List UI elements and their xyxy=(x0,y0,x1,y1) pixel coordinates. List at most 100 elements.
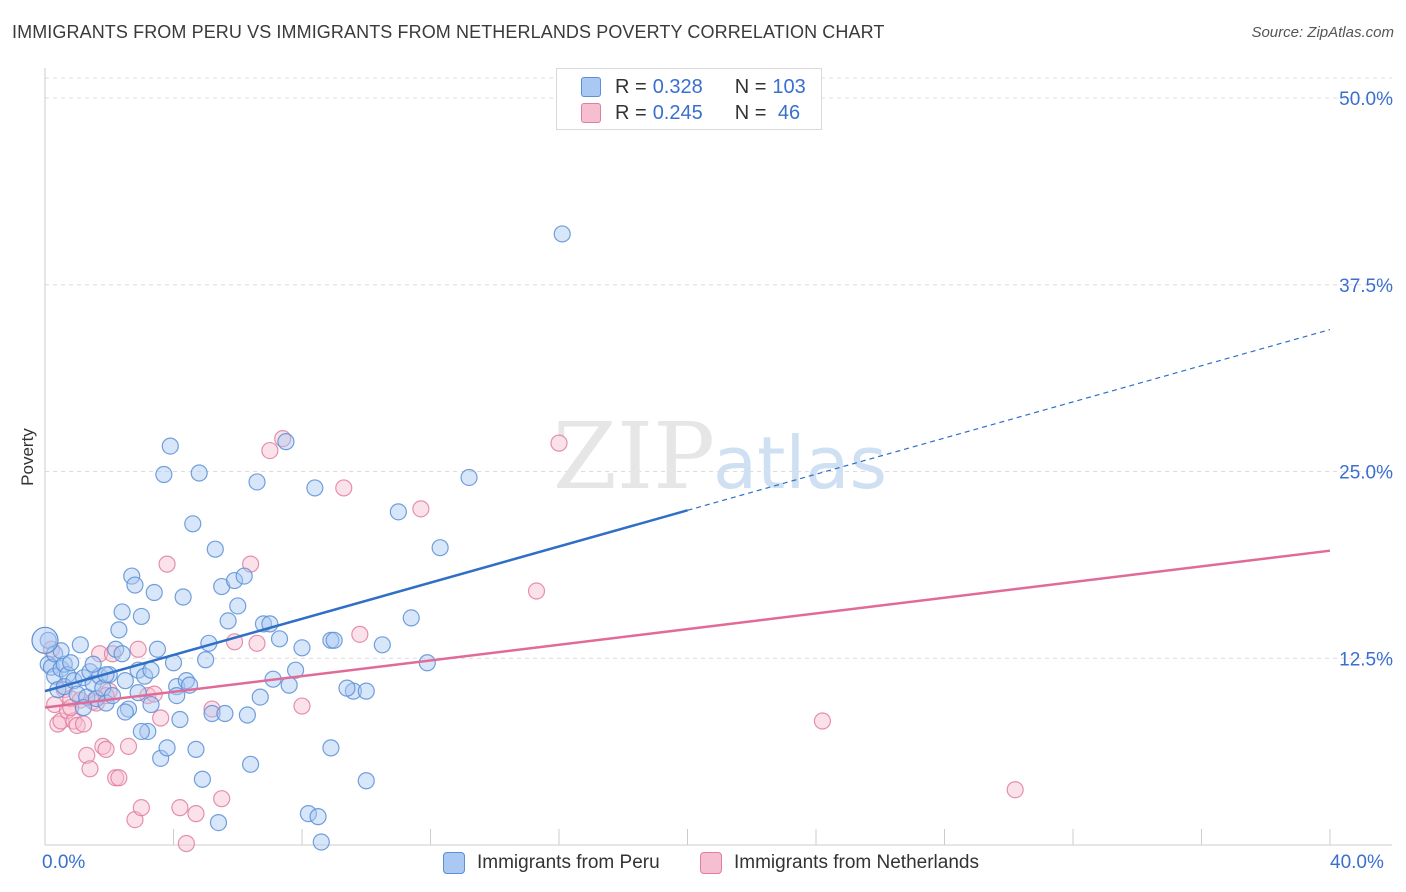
n-value: 103 xyxy=(772,75,806,98)
netherlands-point-3 xyxy=(52,712,70,730)
netherlands-point-47 xyxy=(1006,781,1024,799)
trend-line-peru xyxy=(44,509,688,693)
peru-point-77 xyxy=(312,833,330,851)
peru-point-75 xyxy=(306,479,324,497)
peru-point-82 xyxy=(357,682,375,700)
peru-point-93 xyxy=(116,703,134,721)
peru-point-80 xyxy=(325,631,343,649)
netherlands-point-43 xyxy=(412,500,430,518)
netherlands-point-16 xyxy=(94,737,112,755)
netherlands-point-24 xyxy=(129,640,147,658)
peru-point-83 xyxy=(338,679,356,697)
peru-point-39 xyxy=(155,465,173,484)
peru-point-28 xyxy=(119,700,138,718)
netherlands-point-33 xyxy=(203,700,221,718)
peru-swatch-icon xyxy=(581,77,601,97)
axis-layer xyxy=(44,68,1392,846)
peru-point-45 xyxy=(174,588,192,606)
source-label: Source: ZipAtlas.com xyxy=(1251,24,1394,41)
peru-point-84 xyxy=(357,772,375,790)
peru-point-85 xyxy=(373,636,391,654)
legend-item-netherlands[interactable]: Immigrants from Netherlands xyxy=(700,852,979,874)
peru-point-73 xyxy=(293,639,311,657)
peru-point-34 xyxy=(139,722,157,741)
peru-point-101 xyxy=(142,661,160,679)
legend-item-peru[interactable]: Immigrants from Peru xyxy=(443,852,660,874)
netherlands-point-28 xyxy=(152,709,170,727)
peru-point-59 xyxy=(219,612,237,630)
netherlands-point-12 xyxy=(81,760,99,778)
netherlands-point-21 xyxy=(110,769,128,787)
peru-point-90 xyxy=(460,468,478,487)
r-value: 0.245 xyxy=(652,101,703,124)
peru-point-10 xyxy=(62,654,80,672)
r-label: R = xyxy=(615,101,647,124)
netherlands-point-40 xyxy=(293,697,311,715)
peru-point-27 xyxy=(116,672,134,690)
y-tick-labels: 12.5% 25.0% 37.5% 50.0% xyxy=(1339,89,1393,670)
netherlands-point-31 xyxy=(177,834,195,853)
netherlands-point-32 xyxy=(187,805,205,823)
peru-point-26 xyxy=(113,603,131,621)
peru-point-29 xyxy=(123,567,141,585)
peru-legend-swatch-icon xyxy=(443,852,465,874)
peru-point-55 xyxy=(206,540,224,558)
netherlands-point-22 xyxy=(119,737,138,755)
peru-point-99 xyxy=(129,684,147,702)
peru-point-89 xyxy=(431,539,449,557)
peru-point-91 xyxy=(553,225,571,243)
legend-label-peru: Immigrants from Peru xyxy=(477,852,660,873)
stats-legend-row-peru: R = 0.328 N = 103 xyxy=(581,74,806,100)
peru-point-33 xyxy=(135,667,154,685)
peru-point-54 xyxy=(203,704,221,723)
peru-point-87 xyxy=(402,609,420,627)
netherlands-point-44 xyxy=(527,582,546,600)
peru-point-70 xyxy=(277,433,295,451)
netherlands-point-34 xyxy=(213,790,231,808)
peru-point-35 xyxy=(142,695,160,714)
peru-point-56 xyxy=(209,813,228,832)
peru-point-96 xyxy=(113,645,131,663)
peru-point-13 xyxy=(71,636,89,654)
peru-point-65 xyxy=(248,473,266,491)
peru-point-62 xyxy=(235,567,253,585)
trend-lines xyxy=(44,328,1331,709)
netherlands-point-11 xyxy=(78,746,96,764)
chart-title: IMMIGRANTS FROM PERU VS IMMIGRANTS FROM … xyxy=(12,22,885,42)
peru-point-102 xyxy=(251,688,269,706)
peru-point-7 xyxy=(55,655,73,673)
y-tick-label-2: 37.5% xyxy=(1339,276,1393,297)
trend-line-peru-extension xyxy=(687,328,1331,511)
peru-point-86 xyxy=(389,503,407,521)
peru-point-48 xyxy=(184,515,202,533)
peru-point-98 xyxy=(84,655,102,673)
r-label: R = xyxy=(615,75,647,98)
netherlands-point-42 xyxy=(351,625,369,643)
y-tick-label-0: 12.5% xyxy=(1339,649,1393,670)
netherlands-point-17 xyxy=(97,740,115,758)
trend-line-netherlands xyxy=(44,549,1331,709)
n-label: N = xyxy=(734,75,767,98)
peru-point-49 xyxy=(187,740,205,758)
peru-point-60 xyxy=(225,571,244,590)
peru-point-94 xyxy=(132,722,150,741)
netherlands-point-39 xyxy=(274,430,292,448)
peru-point-52 xyxy=(197,651,215,669)
stats-legend: R = 0.328 N = 103 R = 0.245 N = 46 xyxy=(556,68,822,130)
netherlands-point-38 xyxy=(261,441,279,460)
n-value: 46 xyxy=(772,101,801,124)
series-peru-points xyxy=(31,225,571,851)
peru-point-32 xyxy=(132,607,150,626)
netherlands-point-41 xyxy=(335,479,353,497)
peru-point-78 xyxy=(322,739,340,757)
netherlands-point-15 xyxy=(91,645,109,663)
peru-point-76 xyxy=(309,808,327,826)
netherlands-point-46 xyxy=(813,712,832,730)
x-tick-label-min: 0.0% xyxy=(42,852,86,873)
legend-label-netherlands: Immigrants from Netherlands xyxy=(734,852,979,873)
netherlands-point-30 xyxy=(171,799,189,817)
y-tick-label-1: 25.0% xyxy=(1339,463,1393,484)
netherlands-point-45 xyxy=(550,434,568,452)
netherlands-point-29 xyxy=(158,555,176,573)
peru-point-37 xyxy=(148,640,167,658)
